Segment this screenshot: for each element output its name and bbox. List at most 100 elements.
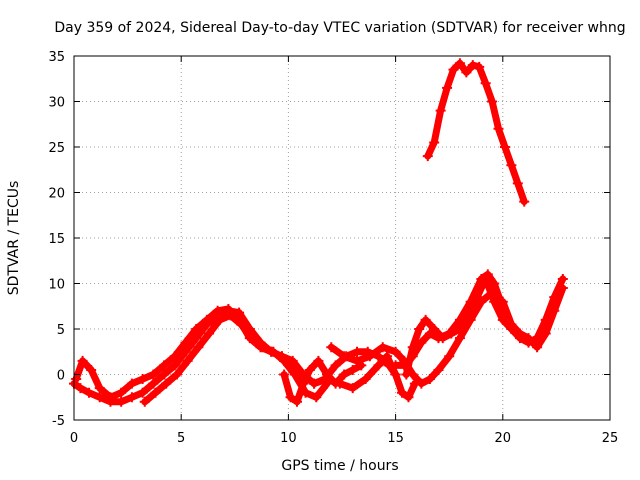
data-point — [480, 273, 491, 284]
x-tick-label: 25 — [602, 431, 619, 446]
data-point — [94, 392, 105, 403]
grid-lines — [74, 56, 610, 420]
data-point — [137, 387, 148, 398]
data-point — [347, 383, 358, 394]
data-point — [437, 333, 448, 344]
data-point — [364, 351, 375, 362]
data-point — [182, 355, 193, 366]
data-point — [463, 310, 474, 321]
data-point — [435, 105, 446, 116]
data-point — [105, 392, 116, 403]
data-point — [403, 392, 414, 403]
y-tick-label: 30 — [48, 96, 65, 111]
data-point — [339, 351, 350, 362]
x-tick-labels: 0 5 10 15 20 25 — [70, 431, 618, 446]
data-point — [472, 292, 483, 303]
data-point — [429, 137, 440, 148]
data-point — [304, 364, 315, 375]
data-point — [523, 333, 534, 344]
data-point — [169, 360, 180, 371]
chart-title: Day 359 of 2024, Sidereal Day-to-day VTE… — [54, 20, 625, 36]
data-point — [139, 396, 150, 407]
data-point — [214, 314, 225, 325]
data-point — [191, 324, 202, 334]
data-point — [347, 364, 358, 375]
data-point — [414, 324, 425, 334]
x-tick-label: 15 — [387, 431, 404, 446]
y-tick-labels: -5 0 5 10 15 20 25 30 35 — [48, 50, 65, 429]
data-point — [420, 314, 431, 325]
y-tick-label: 35 — [48, 50, 65, 65]
series-line — [424, 59, 528, 206]
data-point — [169, 351, 180, 362]
data-point — [532, 342, 543, 353]
y-tick-label: 10 — [48, 278, 65, 293]
data-point — [126, 392, 137, 403]
data-point — [373, 360, 384, 371]
x-tick-label: 20 — [495, 431, 512, 446]
data-point — [474, 61, 485, 72]
data-point — [429, 324, 440, 334]
data-point — [390, 369, 401, 380]
data-point — [416, 378, 427, 389]
data-point — [285, 392, 296, 403]
series-sat-h — [401, 273, 568, 380]
data-point — [390, 360, 401, 371]
data-point — [401, 369, 412, 380]
data-point — [201, 314, 212, 325]
data-point — [180, 337, 191, 348]
data-point — [390, 346, 401, 357]
data-point — [279, 369, 290, 380]
data-point — [540, 328, 551, 339]
y-tick-label: 25 — [48, 141, 65, 156]
y-tick-label: 5 — [57, 323, 65, 338]
series-sat-c — [139, 310, 332, 407]
data-point — [382, 351, 393, 362]
series-line — [499, 284, 567, 351]
data-point — [171, 369, 182, 380]
data-point — [116, 396, 127, 407]
data-point — [279, 355, 290, 366]
y-tick-label: 15 — [48, 232, 65, 247]
data-point — [75, 383, 86, 394]
data-point — [433, 364, 444, 375]
data-point — [289, 369, 300, 380]
data-point — [257, 342, 268, 353]
data-point — [330, 360, 341, 371]
series-line — [141, 311, 331, 406]
axis-ticks — [73, 55, 611, 421]
data-point — [519, 196, 530, 207]
data-point — [497, 296, 508, 307]
data-point — [512, 178, 523, 189]
data-point — [514, 328, 525, 339]
data-point — [268, 346, 279, 357]
data-point — [493, 123, 504, 134]
data-point — [159, 360, 170, 371]
data-point — [225, 310, 236, 321]
data-point — [446, 328, 457, 339]
data-point — [116, 387, 127, 398]
data-point — [298, 378, 309, 389]
data-point — [193, 342, 204, 353]
series-line — [402, 275, 567, 378]
x-tick-label: 5 — [177, 431, 185, 446]
series-sat-i — [497, 283, 568, 353]
data-point — [506, 319, 517, 330]
data-point — [326, 342, 337, 353]
data-point — [223, 303, 234, 314]
data-point — [309, 378, 320, 389]
data-point — [77, 355, 88, 366]
data-point — [71, 374, 82, 385]
data-point — [137, 374, 148, 385]
data-point — [480, 78, 491, 89]
data-point — [461, 67, 472, 78]
data-point — [557, 283, 568, 294]
data-point — [397, 387, 408, 398]
data-point — [499, 142, 510, 152]
data-point — [321, 374, 332, 385]
data-point — [313, 355, 324, 366]
data-point — [467, 60, 478, 71]
data-point — [126, 378, 137, 389]
y-tick-label: 0 — [57, 369, 65, 384]
